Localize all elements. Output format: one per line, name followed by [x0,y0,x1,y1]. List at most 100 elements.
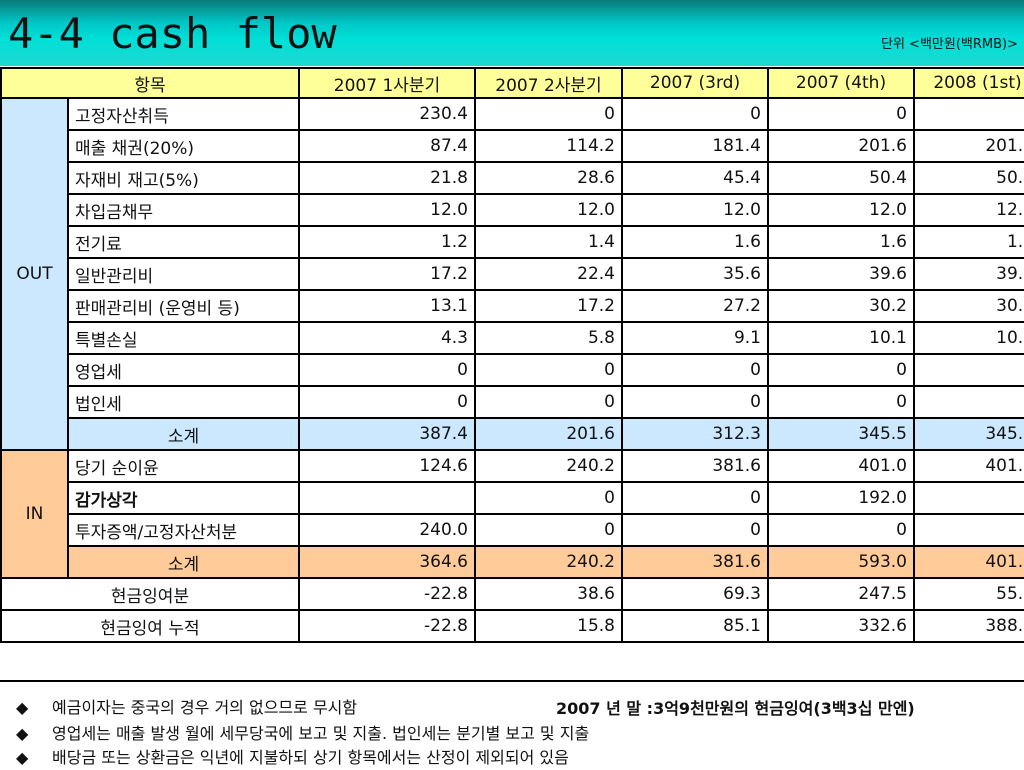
value-cell: 12.0 [621,193,769,227]
out-section-label: OUT [0,97,69,451]
value-cell: 0 [621,513,769,547]
value-cell: 17.2 [298,257,476,291]
row-label: 현금잉여분 [0,577,300,611]
value-cell: 21.8 [298,161,476,195]
value-cell: 50.4 [913,161,1024,195]
diamond-bullet-icon: ◆ [16,724,29,743]
value-cell: 1.6 [913,225,1024,259]
row-label: 투자증액/고정자산처분 [67,513,300,547]
header-item: 항목 [0,67,300,99]
value-cell: 0 [767,513,915,547]
value-cell: 345.5 [767,417,915,451]
value-cell: 381.6 [621,449,769,483]
header-col: 2007 (3rd) [621,67,769,99]
value-cell: 0 [474,97,623,131]
value-cell: 201.6 [913,129,1024,163]
header-col: 2007 2사분기 [474,67,623,99]
value-cell: 39.6 [913,257,1024,291]
row-label: 판매관리비 (운영비 등) [67,289,300,323]
row-label: 당기 순이윤 [67,449,300,483]
value-cell: 181.4 [621,129,769,163]
value-cell: 0 [913,353,1024,387]
value-cell: 12.0 [767,193,915,227]
value-cell: 50.4 [767,161,915,195]
value-cell: 0 [767,353,915,387]
value-cell: 387.4 [298,417,476,451]
header-col: 2008 (1st) [913,67,1024,99]
subtotal-label: 소계 [67,545,300,579]
value-cell: 9.1 [621,321,769,355]
table-row: 법인세00000 [1,385,1024,419]
value-cell: 45.4 [621,161,769,195]
value-cell: -22.8 [298,609,476,643]
page-title: 4-4 cash flow [8,9,337,58]
note-1: ◆ 예금이자는 중국의 경우 거의 없으므로 무시함 [16,694,357,718]
header-row: 항목 2007 1사분기 2007 2사분기 2007 (3rd) 2007 (4th)… [0,67,1024,99]
value-cell: 247.5 [767,577,915,611]
title-banner: 4-4 cash flow 단위 <백만원(백RMB)> [0,0,1024,66]
value-cell: 38.6 [474,577,623,611]
header-col: 2007 (4th) [767,67,915,99]
note-text: 영업세는 매출 발생 월에 세무당국에 보고 및 지출. 법인세는 분기별 보고… [52,724,590,743]
value-cell: 13.1 [298,289,476,323]
note-2: ◆ 영업세는 매출 발생 월에 세무당국에 보고 및 지출. 법인세는 분기별 보… [16,720,589,744]
value-cell: 201.6 [474,417,623,451]
value-cell: -22.8 [298,577,476,611]
value-cell: 0 [298,385,476,419]
value-cell: 87.4 [298,129,476,163]
value-cell: 381.6 [621,545,769,579]
row-label: 일반관리비 [67,257,300,291]
value-cell: 114.2 [474,129,623,163]
value-cell: 85.1 [621,609,769,643]
value-cell: 401.0 [767,449,915,483]
value-cell: 1.4 [474,225,623,259]
value-cell: 10.1 [913,321,1024,355]
value-cell: 230.4 [298,97,476,131]
note-3: ◆ 배당금 또는 상환금은 익년에 지불하되 상기 항목에서는 산정이 제외되어 … [16,744,569,768]
value-cell: 312.3 [621,417,769,451]
value-cell: 35.6 [621,257,769,291]
note-text: 배당금 또는 상환금은 익년에 지불하되 상기 항목에서는 산정이 제외되어 있… [52,748,569,767]
value-cell: 12.0 [913,193,1024,227]
value-cell: 0 [621,385,769,419]
value-cell: 0 [621,481,769,515]
value-cell: 30.2 [913,289,1024,323]
row-label: 특별손실 [67,321,300,355]
value-cell: 401.0 [913,545,1024,579]
row-label: 차입금채무 [67,193,300,227]
diamond-bullet-icon: ◆ [16,698,29,717]
row-label: 자재비 재고(5%) [67,161,300,195]
value-cell: 364.6 [298,545,476,579]
value-cell: 69.3 [621,577,769,611]
row-label: 감가상각 [67,481,300,515]
year-end-highlight: 2007 년 말 :3억9천만원의 현금잉여(3백3십 만엔) [556,699,915,718]
value-cell: 1.6 [621,225,769,259]
value-cell: 192.0 [767,481,915,515]
value-cell: 10.1 [767,321,915,355]
value-cell: 0 [474,353,623,387]
diamond-bullet-icon: ◆ [16,748,29,767]
subtotal-label: 소계 [67,417,300,451]
value-cell: 1.2 [298,225,476,259]
cash-flow-table: 항목 2007 1사분기 2007 2사분기 2007 (3rd) 2007 (4th)… [0,67,1024,643]
value-cell: 1.6 [767,225,915,259]
header-col: 2007 1사분기 [298,67,476,99]
row-label: 현금잉여 누적 [0,609,300,643]
notes-section: ◆ 예금이자는 중국의 경우 거의 없으므로 무시함 ◆ 영업세는 매출 발생 월에… [0,680,1024,770]
row-label: 전기료 [67,225,300,259]
value-cell: 201.6 [767,129,915,163]
row-label: 고정자산취득 [67,97,300,131]
value-cell: 0 [767,97,915,131]
